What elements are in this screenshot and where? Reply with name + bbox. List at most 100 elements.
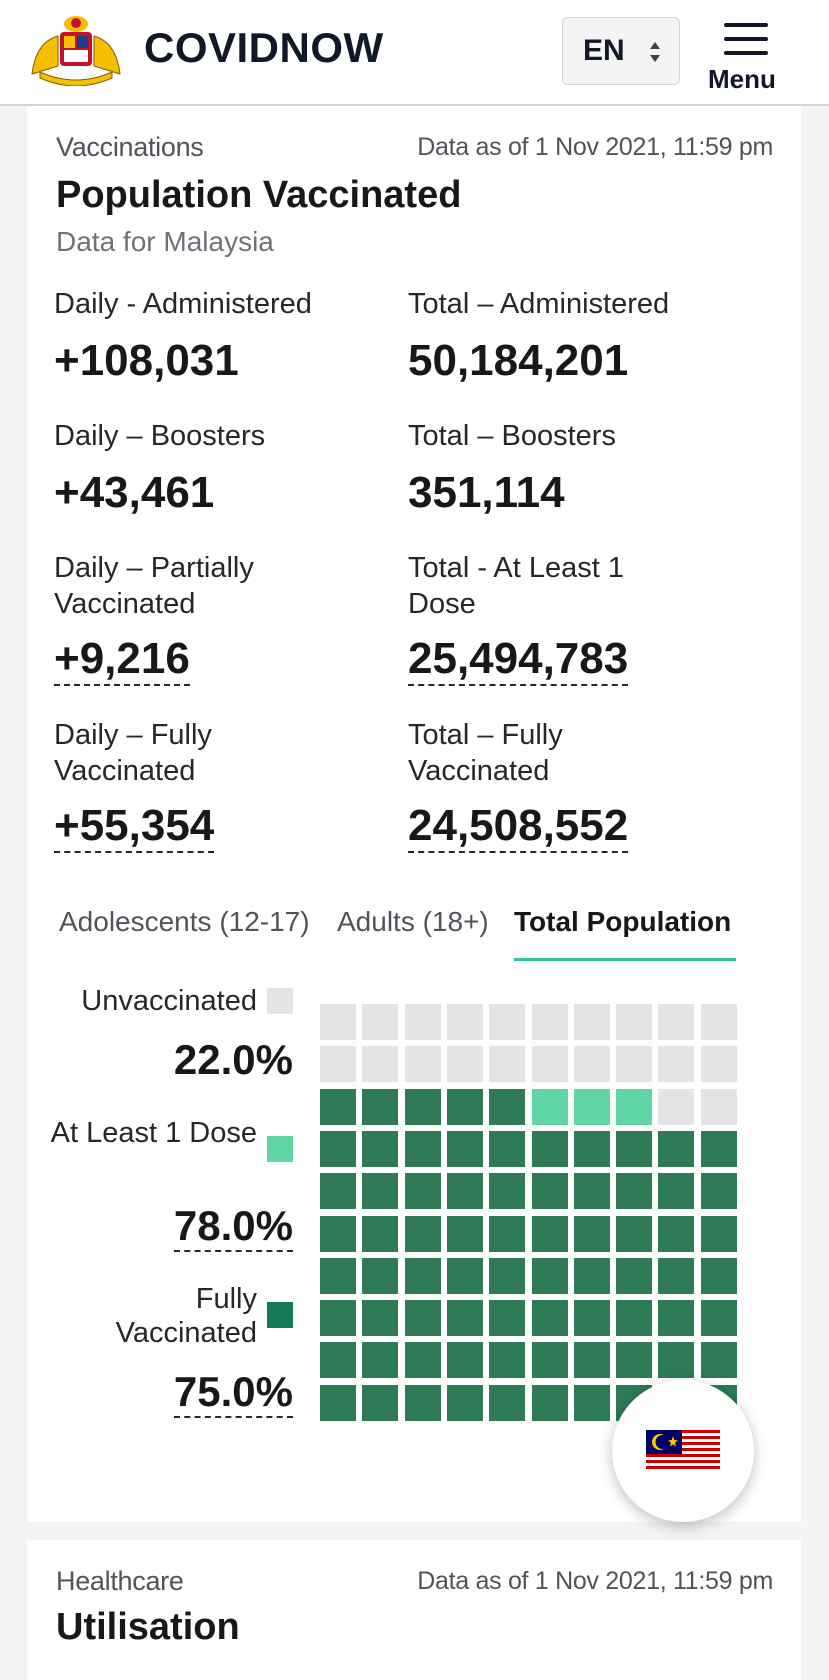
waffle-cell-fully-vaccinated — [573, 1384, 610, 1421]
waffle-cell-fully-vaccinated — [404, 1130, 441, 1167]
waffle-cell-fully-vaccinated — [489, 1130, 526, 1167]
waffle-cell-fully-vaccinated — [489, 1384, 526, 1421]
card-title: Utilisation — [56, 1606, 240, 1648]
daily-partial-value[interactable]: +9,216 — [54, 634, 190, 686]
waffle-cell-fully-vaccinated — [362, 1088, 399, 1125]
waffle-cell-unvaccinated — [446, 1046, 483, 1083]
updown-caret-icon — [650, 42, 660, 62]
waffle-cell-at-least-1-dose — [573, 1088, 610, 1125]
app-title[interactable]: COVIDNOW — [144, 24, 384, 71]
daily-boosters-label: Daily – Boosters — [54, 420, 266, 452]
waffle-cell-fully-vaccinated — [320, 1300, 356, 1337]
waffle-cell-fully-vaccinated — [573, 1215, 610, 1252]
waffle-cell-unvaccinated — [658, 1046, 695, 1083]
section-eyebrow: Healthcare — [56, 1566, 184, 1596]
language-select[interactable]: EN — [562, 17, 680, 85]
waffle-cell-unvaccinated — [362, 1046, 399, 1083]
total-fully-value[interactable]: 24,508,552 — [408, 801, 629, 853]
legend-fully-value[interactable]: 75.0% — [173, 1368, 293, 1418]
healthcare-card: Healthcare Data as of 1 Nov 2021, 11:59 … — [27, 1540, 801, 1680]
waffle-cell-fully-vaccinated — [446, 1215, 483, 1252]
total-atleast1-value[interactable]: 25,494,783 — [408, 634, 629, 686]
total-boosters-value: 351,114 — [408, 468, 565, 517]
waffle-cell-unvaccinated — [573, 1004, 610, 1040]
tab-total-population[interactable]: Total Population — [514, 906, 736, 961]
waffle-cell-fully-vaccinated — [531, 1130, 568, 1167]
waffle-cell-fully-vaccinated — [531, 1257, 568, 1294]
malaysia-coat-of-arms-logo — [31, 16, 121, 86]
card-subtitle: Data for Malaysia — [56, 226, 274, 257]
waffle-cell-fully-vaccinated — [700, 1130, 737, 1167]
waffle-cell-fully-vaccinated — [658, 1215, 695, 1252]
waffle-cell-fully-vaccinated — [658, 1173, 695, 1210]
waffle-cell-fully-vaccinated — [320, 1173, 356, 1210]
waffle-cell-fully-vaccinated — [320, 1215, 356, 1252]
waffle-cell-unvaccinated — [489, 1046, 526, 1083]
waffle-cell-fully-vaccinated — [658, 1257, 695, 1294]
data-as-of: Data as of 1 Nov 2021, 11:59 pm — [417, 1567, 773, 1595]
waffle-cell-unvaccinated — [531, 1046, 568, 1083]
total-atleast1-label: Total - At Least 1 Dose — [408, 552, 625, 620]
legend-atleast1-swatch — [267, 1136, 293, 1162]
waffle-cell-unvaccinated — [531, 1004, 568, 1040]
waffle-cell-fully-vaccinated — [404, 1300, 441, 1337]
waffle-cell-fully-vaccinated — [616, 1257, 653, 1294]
daily-boosters-value: +43,461 — [54, 468, 215, 517]
waffle-cell-fully-vaccinated — [404, 1173, 441, 1210]
waffle-cell-fully-vaccinated — [404, 1215, 441, 1252]
waffle-cell-fully-vaccinated — [362, 1300, 399, 1337]
waffle-cell-fully-vaccinated — [531, 1215, 568, 1252]
waffle-cell-fully-vaccinated — [616, 1300, 653, 1337]
waffle-cell-unvaccinated — [320, 1046, 356, 1083]
card-title: Population Vaccinated — [56, 174, 462, 216]
hamburger-icon — [724, 23, 768, 55]
waffle-cell-fully-vaccinated — [362, 1257, 399, 1294]
waffle-cell-fully-vaccinated — [362, 1173, 399, 1210]
waffle-cell-fully-vaccinated — [531, 1342, 568, 1379]
daily-partial-label: Daily – Partially Vaccinated — [54, 552, 254, 620]
waffle-cell-fully-vaccinated — [700, 1173, 737, 1210]
waffle-cell-fully-vaccinated — [362, 1384, 399, 1421]
waffle-cell-fully-vaccinated — [489, 1173, 526, 1210]
waffle-cell-unvaccinated — [446, 1004, 483, 1040]
waffle-cell-at-least-1-dose — [531, 1088, 568, 1125]
waffle-cell-fully-vaccinated — [446, 1173, 483, 1210]
waffle-cell-fully-vaccinated — [446, 1130, 483, 1167]
waffle-cell-unvaccinated — [404, 1046, 441, 1083]
daily-fully-value[interactable]: +55,354 — [54, 801, 215, 853]
waffle-cell-fully-vaccinated — [573, 1342, 610, 1379]
waffle-cell-fully-vaccinated — [573, 1173, 610, 1210]
waffle-cell-fully-vaccinated — [658, 1130, 695, 1167]
waffle-cell-fully-vaccinated — [446, 1342, 483, 1379]
language-value: EN — [583, 34, 625, 67]
waffle-cell-fully-vaccinated — [700, 1257, 737, 1294]
tab-adolescents[interactable]: Adolescents (12-17) — [59, 906, 310, 937]
waffle-cell-unvaccinated — [404, 1004, 441, 1040]
waffle-cell-fully-vaccinated — [404, 1257, 441, 1294]
legend-unvaccinated-label: Unvaccinated — [81, 985, 257, 1017]
waffle-cell-fully-vaccinated — [489, 1300, 526, 1337]
waffle-cell-unvaccinated — [573, 1046, 610, 1083]
waffle-cell-fully-vaccinated — [446, 1384, 483, 1421]
waffle-cell-fully-vaccinated — [320, 1342, 356, 1379]
menu-button[interactable]: Menu — [700, 16, 788, 96]
waffle-cell-fully-vaccinated — [573, 1130, 610, 1167]
waffle-cell-unvaccinated — [658, 1004, 695, 1040]
menu-label: Menu — [708, 64, 776, 94]
waffle-cell-fully-vaccinated — [404, 1384, 441, 1421]
section-eyebrow: Vaccinations — [56, 132, 204, 162]
tab-adults[interactable]: Adults (18+) — [337, 906, 489, 937]
data-as-of: Data as of 1 Nov 2021, 11:59 pm — [417, 133, 773, 161]
legend-atleast1-label: At Least 1 Dose — [50, 1117, 257, 1149]
waffle-cell-fully-vaccinated — [404, 1088, 441, 1125]
waffle-cell-unvaccinated — [616, 1004, 653, 1040]
legend-atleast1-value[interactable]: 78.0% — [173, 1202, 293, 1252]
waffle-cell-fully-vaccinated — [320, 1384, 356, 1421]
flag-fab-button[interactable] — [612, 1380, 754, 1522]
population-tabs: Adolescents (12-17) Adults (18+) Total P… — [59, 906, 779, 964]
waffle-cell-fully-vaccinated — [531, 1300, 568, 1337]
waffle-cell-unvaccinated — [320, 1004, 356, 1040]
waffle-cell-fully-vaccinated — [362, 1215, 399, 1252]
waffle-cell-fully-vaccinated — [616, 1173, 653, 1210]
waffle-cell-unvaccinated — [700, 1088, 737, 1125]
